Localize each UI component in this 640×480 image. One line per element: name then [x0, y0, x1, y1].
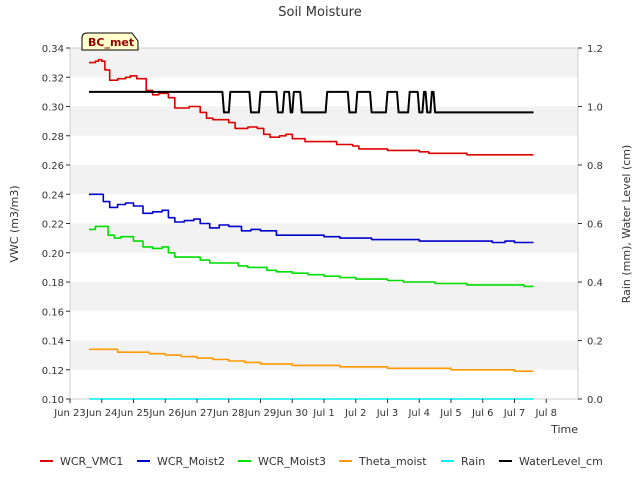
y-tick-label: 0.28 [42, 132, 64, 143]
x-tick-label: Jul 5 [439, 408, 462, 419]
y-tick-label: 0.26 [42, 161, 64, 172]
y2-tick-label: 0.4 [587, 278, 603, 289]
station-label: BC_met [88, 36, 134, 49]
y-tick-label: 0.12 [42, 366, 64, 377]
x-tick-label: Jun 25 [117, 408, 150, 419]
y2-tick-label: 1.0 [587, 103, 603, 114]
legend-label-wcr-moist2: WCR_Moist2 [157, 455, 225, 468]
y-tick-label: 0.32 [42, 73, 64, 84]
series-lines [89, 58, 534, 400]
station-label-shape [81, 32, 139, 51]
x-axis-label: Time [550, 423, 578, 436]
grid-band [70, 106, 578, 136]
x-tick-label: Jun 28 [212, 408, 245, 419]
series-line-waterlevel-cm [89, 90, 534, 114]
legend-label-wcr-moist3: WCR_Moist3 [258, 455, 326, 468]
legend-label-wcr-vmc1: WCR_VMC1 [60, 455, 123, 468]
x-tick-label: Jul 4 [407, 408, 430, 419]
x-tick-label: Jun 24 [85, 408, 118, 419]
x-tick-label: Jun 27 [180, 408, 213, 419]
y-tick-label: 0.16 [42, 307, 64, 318]
y-axis-label: VWC (m3/m3) [8, 185, 21, 262]
x-axis: Jun 23 Jun 24 Jun 25 Jun 26 Jun 27 Jun 28 Jun … [53, 399, 557, 419]
x-tick-label: Jul 2 [344, 408, 367, 419]
y2-tick-label: 0.2 [587, 337, 603, 348]
x-tick-label: Jul 6 [471, 408, 494, 419]
x-tick-label: Jul 3 [376, 408, 399, 419]
y2-tick-label: 0.8 [587, 161, 603, 172]
y2-tick-label: 1.2 [587, 44, 603, 55]
x-tick-label: Jun 29 [244, 408, 277, 419]
legend-label-rain: Rain [461, 455, 485, 468]
series-line-wcr-moist3 [89, 225, 534, 288]
series-line-theta-moist [89, 348, 534, 372]
grid-band [70, 282, 578, 312]
chart-title: Soil Moisture [278, 5, 362, 20]
legend-label-theta-moist: Theta_moist [358, 455, 427, 468]
station-label-box: BC_met [81, 32, 139, 51]
y-tick-label: 0.24 [42, 190, 64, 201]
y-tick-label: 0.14 [42, 337, 64, 348]
y-tick-label: 0.22 [42, 220, 64, 231]
x-tick-label: Jul 8 [534, 408, 557, 419]
y2-axis-label: Rain (mm), Water Level (cm) [620, 145, 633, 304]
x-tick-label: Jun 30 [275, 408, 308, 419]
x-tick-label: Jun 26 [148, 408, 181, 419]
y-tick-label: 0.34 [42, 44, 64, 55]
grid-bands [70, 48, 578, 370]
y-tick-label: 0.20 [42, 249, 64, 260]
grid-band [70, 165, 578, 195]
y-tick-label: 0.18 [42, 278, 64, 289]
legend: WCR_VMC1 WCR_Moist2 WCR_Moist3 Theta_moist R… [40, 455, 603, 468]
y-tick-label: 0.30 [42, 103, 64, 114]
x-tick-label: Jul 1 [312, 408, 335, 419]
legend-label-waterlevel-cm: WaterLevel_cm [519, 455, 603, 468]
x-tick-label: Jul 7 [503, 408, 526, 419]
series-line-wcr-moist2 [89, 193, 534, 244]
y2-tick-label: 0.0 [587, 395, 603, 406]
series-line-wcr-vmc1 [89, 58, 534, 156]
grid-band [70, 48, 578, 78]
grid-band [70, 223, 578, 253]
x-tick-label: Jun 23 [53, 408, 86, 419]
y2-tick-label: 0.6 [587, 220, 603, 231]
y-tick-label: 0.10 [42, 395, 64, 406]
y-axis-right: 0.0 0.2 0.4 0.6 0.8 1.0 1.2 [578, 44, 603, 406]
y-axis-left: 0.10 0.12 0.14 0.16 0.18 0.20 0.22 0.24 0.26 0.28… [42, 44, 70, 406]
